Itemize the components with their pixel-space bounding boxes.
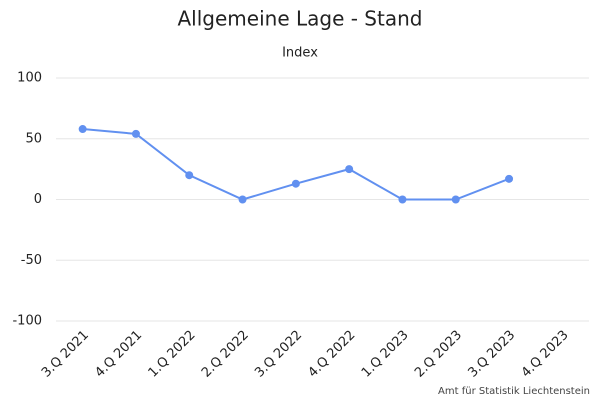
x-tick-label: 3.Q 2021 bbox=[39, 328, 92, 381]
x-tick-label: 4.Q 2023 bbox=[519, 328, 572, 381]
x-tick-label: 2.Q 2022 bbox=[199, 328, 252, 381]
x-tick-label: 2.Q 2023 bbox=[412, 328, 465, 381]
point bbox=[185, 171, 194, 180]
x-tick-label: 3.Q 2023 bbox=[465, 328, 518, 381]
point bbox=[238, 195, 247, 204]
point bbox=[398, 195, 407, 204]
chart-subtitle: Index bbox=[282, 46, 318, 61]
point bbox=[451, 195, 460, 204]
x-tick-label: 3.Q 2022 bbox=[252, 328, 305, 381]
point bbox=[78, 125, 87, 134]
y-tick-label: -50 bbox=[21, 253, 42, 268]
y-tick-label: 50 bbox=[25, 131, 42, 146]
y-tick-label: -100 bbox=[12, 314, 42, 329]
point bbox=[505, 174, 514, 183]
point bbox=[131, 129, 140, 138]
x-tick-label: 4.Q 2022 bbox=[306, 328, 359, 381]
x-tick-label: 4.Q 2021 bbox=[92, 328, 145, 381]
chart-title: Allgemeine Lage - Stand bbox=[178, 7, 423, 31]
y-tick-label: 0 bbox=[34, 192, 42, 207]
x-tick-label: 1.Q 2023 bbox=[359, 328, 412, 381]
point bbox=[345, 165, 354, 174]
y-tick-label: 100 bbox=[17, 71, 42, 86]
credit: Amt für Statistik Liechtenstein bbox=[438, 386, 590, 397]
point bbox=[291, 179, 300, 188]
x-tick-label: 1.Q 2022 bbox=[146, 328, 199, 381]
line bbox=[82, 128, 510, 201]
